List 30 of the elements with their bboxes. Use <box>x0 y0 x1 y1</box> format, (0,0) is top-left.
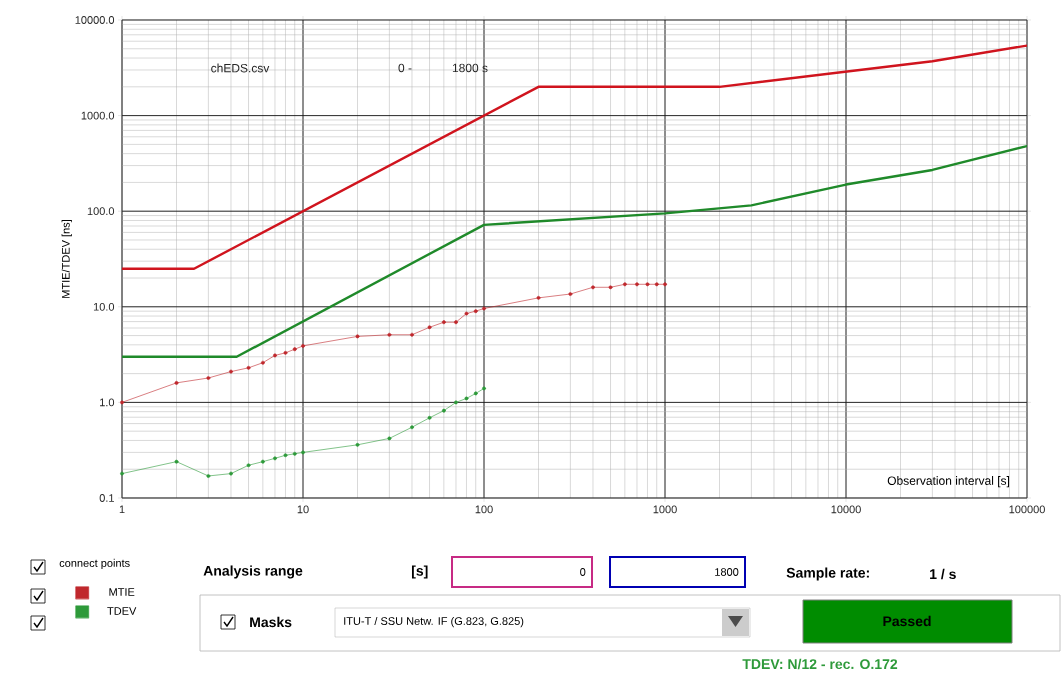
x-tick-label: 10 <box>297 505 309 514</box>
y-tick-label: 1000.0 <box>81 111 115 120</box>
annotation: 1800 s <box>452 63 488 73</box>
text: connect points <box>59 558 130 570</box>
x-tick-label: 100000 <box>1009 505 1045 514</box>
text: 1800 <box>715 568 739 576</box>
y-tick-label: 1.0 <box>100 398 115 407</box>
text: [s] <box>411 565 428 579</box>
y-axis-title: MTIE/TDEV [ns] <box>61 220 72 298</box>
legend-label: TDEV <box>107 607 137 615</box>
text: 0 <box>580 568 586 576</box>
annotation: 0 - <box>398 63 412 73</box>
text: Passed <box>883 615 931 627</box>
y-tick-label: 0.1 <box>99 494 114 502</box>
legend-label: MTIE <box>109 588 135 596</box>
text: ITU-T / SSU Netw. IF (G.823, G.825) <box>344 616 524 628</box>
x-tick-label: 100 <box>475 505 493 514</box>
annotation: chEDS.csv <box>211 63 270 73</box>
x-tick-label: 1000 <box>653 505 677 514</box>
y-tick-label: 10000.0 <box>75 16 115 24</box>
text: Analysis range <box>203 565 303 579</box>
text: 1 / s <box>930 568 956 580</box>
text: Sample rate: <box>786 567 869 581</box>
text: Masks <box>250 616 292 628</box>
y-tick-label: 10.0 <box>93 302 115 311</box>
x-axis-title: Observation interval [s] <box>887 476 1010 488</box>
y-tick-label: 100.0 <box>87 207 115 216</box>
text: TDEV: N/12 - rec. O.172 <box>742 658 898 670</box>
x-tick-label: 1 <box>119 505 125 514</box>
x-tick-label: 10000 <box>831 505 861 514</box>
